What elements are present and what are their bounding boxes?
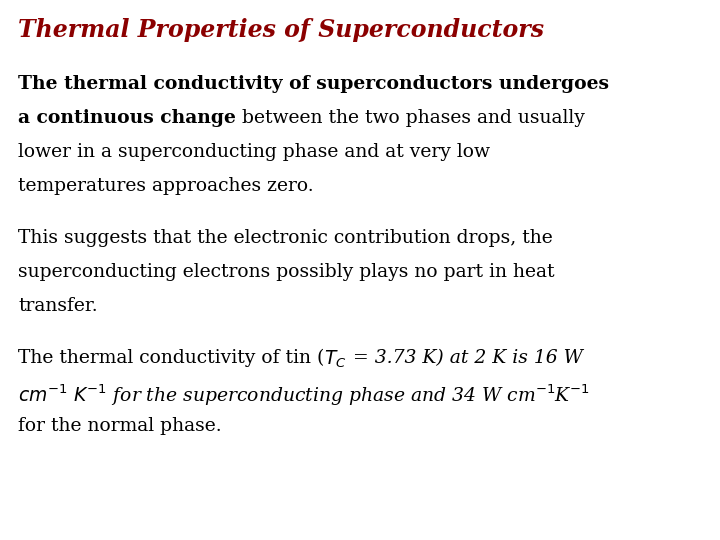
Text: temperatures approaches zero.: temperatures approaches zero. — [18, 177, 314, 195]
Text: a continuous change: a continuous change — [18, 109, 236, 127]
Text: = 3.73 K) at 2 K is 16 W: = 3.73 K) at 2 K is 16 W — [347, 349, 582, 367]
Text: between the two phases and usually: between the two phases and usually — [236, 109, 585, 127]
Text: lower in a superconducting phase and at very low: lower in a superconducting phase and at … — [18, 143, 490, 161]
Text: superconducting electrons possibly plays no part in heat: superconducting electrons possibly plays… — [18, 263, 554, 281]
Text: transfer.: transfer. — [18, 297, 98, 315]
Text: $cm^{-1}$ $K^{-1}$ for the superconducting phase and 34 W cm$^{-1}$K$^{-1}$: $cm^{-1}$ $K^{-1}$ for the superconducti… — [18, 383, 589, 408]
Text: $T_C$: $T_C$ — [325, 349, 347, 370]
Text: Thermal Properties of Superconductors: Thermal Properties of Superconductors — [18, 18, 544, 42]
Text: for the normal phase.: for the normal phase. — [18, 417, 222, 435]
Text: The thermal conductivity of superconductors undergoes: The thermal conductivity of superconduct… — [18, 75, 609, 93]
Text: This suggests that the electronic contribution drops, the: This suggests that the electronic contri… — [18, 229, 553, 247]
Text: The thermal conductivity of tin (: The thermal conductivity of tin ( — [18, 349, 325, 367]
